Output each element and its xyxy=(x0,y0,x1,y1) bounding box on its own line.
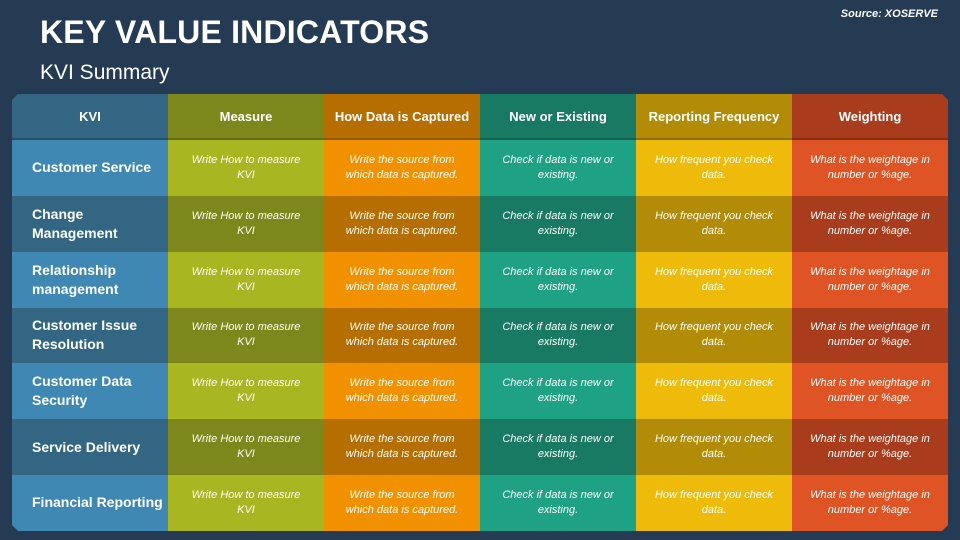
table-cell-captured: Write the source from which data is capt… xyxy=(324,251,480,308)
table-cell-new-existing: Check if data is new or existing. xyxy=(480,307,636,364)
table-cell-frequency: How frequent you check data. xyxy=(636,307,792,364)
table-cell-weighting: What is the weightage in number or %age. xyxy=(792,251,948,308)
table-cell-new-existing: Check if data is new or existing. xyxy=(480,475,636,531)
kvi-name-cell: Financial Reporting xyxy=(12,475,168,531)
table-cell-measure: Write How to measure KVI xyxy=(168,140,324,196)
header-reporting-frequency: Reporting Frequency xyxy=(636,94,792,140)
table-cell-captured: Write the source from which data is capt… xyxy=(324,419,480,476)
table-cell-captured: Write the source from which data is capt… xyxy=(324,363,480,420)
table-cell-frequency: How frequent you check data. xyxy=(636,140,792,196)
slide-subtitle: KVI Summary xyxy=(40,61,170,84)
header-weighting: Weighting xyxy=(792,94,948,140)
table-cell-frequency: How frequent you check data. xyxy=(636,251,792,308)
table-cell-new-existing: Check if data is new or existing. xyxy=(480,419,636,476)
kvi-name-cell: Relationship management xyxy=(12,251,168,308)
table-cell-weighting: What is the weightage in number or %age. xyxy=(792,363,948,420)
table-cell-frequency: How frequent you check data. xyxy=(636,363,792,420)
header-kvi: KVI xyxy=(12,94,168,140)
kvi-name-cell: Change Management xyxy=(12,195,168,252)
table-cell-weighting: What is the weightage in number or %age. xyxy=(792,475,948,531)
table-cell-measure: Write How to measure KVI xyxy=(168,307,324,364)
header-new-or-existing: New or Existing xyxy=(480,94,636,140)
table-cell-measure: Write How to measure KVI xyxy=(168,251,324,308)
table-cell-captured: Write the source from which data is capt… xyxy=(324,307,480,364)
table-cell-weighting: What is the weightage in number or %age. xyxy=(792,195,948,252)
kvi-name-cell: Customer Data Security xyxy=(12,363,168,420)
table-cell-measure: Write How to measure KVI xyxy=(168,363,324,420)
table-cell-new-existing: Check if data is new or existing. xyxy=(480,140,636,196)
kvi-table: KVI Measure How Data is Captured New or Exi… xyxy=(12,94,948,531)
source-label: Source: XOSERVE xyxy=(840,8,938,20)
table-cell-measure: Write How to measure KVI xyxy=(168,419,324,476)
table-cell-measure: Write How to measure KVI xyxy=(168,475,324,531)
table-cell-measure: Write How to measure KVI xyxy=(168,195,324,252)
table-cell-new-existing: Check if data is new or existing. xyxy=(480,251,636,308)
table-cell-weighting: What is the weightage in number or %age. xyxy=(792,140,948,196)
table-cell-new-existing: Check if data is new or existing. xyxy=(480,195,636,252)
table-cell-captured: Write the source from which data is capt… xyxy=(324,140,480,196)
header-measure: Measure xyxy=(168,94,324,140)
table-cell-frequency: How frequent you check data. xyxy=(636,475,792,531)
table-cell-weighting: What is the weightage in number or %age. xyxy=(792,307,948,364)
table-cell-weighting: What is the weightage in number or %age. xyxy=(792,419,948,476)
table-cell-frequency: How frequent you check data. xyxy=(636,195,792,252)
header-how-data-captured: How Data is Captured xyxy=(324,94,480,140)
table-cell-frequency: How frequent you check data. xyxy=(636,419,792,476)
kvi-name-cell: Service Delivery xyxy=(12,419,168,476)
kvi-name-cell: Customer Service xyxy=(12,140,168,196)
table-cell-new-existing: Check if data is new or existing. xyxy=(480,363,636,420)
slide-title: KEY VALUE INDICATORS xyxy=(40,14,430,50)
kvi-name-cell: Customer Issue Resolution xyxy=(12,307,168,364)
table-cell-captured: Write the source from which data is capt… xyxy=(324,475,480,531)
table-cell-captured: Write the source from which data is capt… xyxy=(324,195,480,252)
